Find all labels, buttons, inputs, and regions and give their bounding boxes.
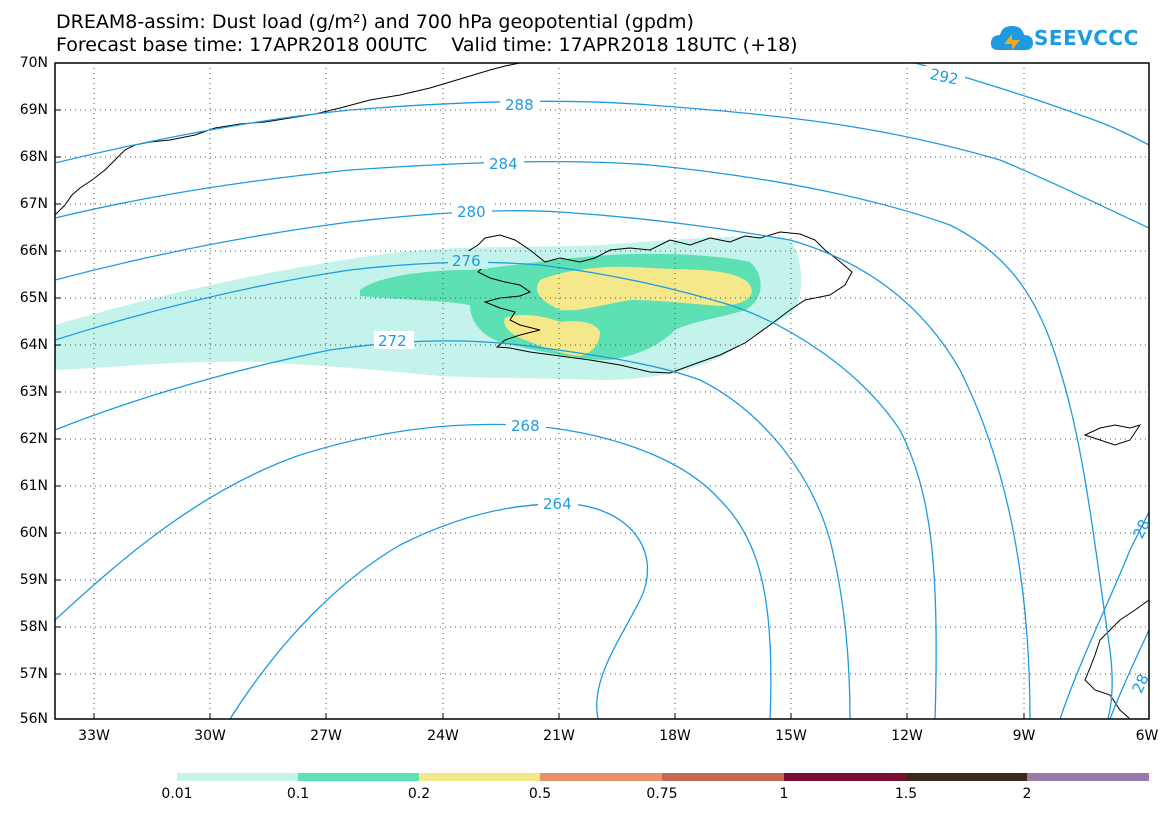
colorbar-segment xyxy=(419,773,540,781)
geopotential-contours xyxy=(55,63,1149,719)
colorbar-segment xyxy=(784,773,906,781)
logo-text: SEEVCCC xyxy=(1034,26,1139,50)
lon-label: 15W xyxy=(775,728,807,744)
lat-label: 68N xyxy=(19,149,48,165)
colorbar-label: 1.5 xyxy=(894,786,918,802)
colorbar-segment xyxy=(1027,773,1149,781)
colorbar-segment xyxy=(662,773,784,781)
contour-272 xyxy=(55,340,851,719)
lon-label: 21W xyxy=(543,728,575,744)
lon-label: 9W xyxy=(1012,728,1036,744)
contour-label-288: 288 xyxy=(505,96,534,114)
colorbar xyxy=(177,773,1149,781)
contour-label-28-a: 28 xyxy=(1129,517,1153,542)
faroe-coastline xyxy=(1083,424,1142,446)
lon-label: 24W xyxy=(427,728,459,744)
lat-label: 70N xyxy=(19,55,48,71)
colorbar-segment xyxy=(177,773,298,781)
seevccc-logo: SEEVCCC xyxy=(990,20,1140,56)
colorbar-segment xyxy=(298,773,419,781)
lon-label: 27W xyxy=(310,728,342,744)
contour-28-b xyxy=(1059,511,1149,719)
contour-label-264: 264 xyxy=(543,495,572,513)
colorbar-segment xyxy=(906,773,1027,781)
colorbar-label: 1 xyxy=(779,786,789,802)
lat-label: 63N xyxy=(19,384,48,400)
contour-28-a xyxy=(1109,629,1149,719)
lat-label: 66N xyxy=(19,243,48,259)
lat-label: 58N xyxy=(19,619,48,635)
map-subtitle: Forecast base time: 17APR2018 00UTC Vali… xyxy=(56,34,798,56)
contour-264 xyxy=(229,503,649,719)
contour-label-272: 272 xyxy=(378,332,407,350)
lat-label: 62N xyxy=(19,431,48,447)
axis-ticks xyxy=(55,62,1025,719)
colorbar-label: 0.1 xyxy=(286,786,310,802)
lat-label: 59N xyxy=(19,572,48,588)
lon-label: 12W xyxy=(891,728,923,744)
map-title: DREAM8-assim: Dust load (g/m²) and 700 h… xyxy=(56,11,694,33)
map-frame xyxy=(54,62,1150,720)
coastlines xyxy=(55,63,1149,719)
lat-label: 65N xyxy=(19,290,48,306)
contour-label-284: 284 xyxy=(489,155,518,173)
colorbar-label: 2 xyxy=(1022,786,1032,802)
lat-label: 61N xyxy=(19,478,48,494)
greenland-coastline xyxy=(55,63,521,216)
dust-field-0.2 xyxy=(536,266,752,311)
lat-label: 69N xyxy=(19,102,48,118)
contour-288 xyxy=(55,100,1149,229)
lat-label: 60N xyxy=(19,525,48,541)
lat-label: 64N xyxy=(19,337,48,353)
lon-label: 18W xyxy=(659,728,691,744)
contour-268 xyxy=(55,423,772,719)
lon-label: 33W xyxy=(78,728,110,744)
lon-label: 6W xyxy=(1135,728,1159,744)
contour-label-268: 268 xyxy=(511,417,540,435)
colorbar-label: 0.01 xyxy=(161,786,193,802)
contour-280 xyxy=(55,210,1031,719)
lat-label: 56N xyxy=(19,711,48,727)
dust-load-fields xyxy=(55,63,1149,719)
contour-label-292: 292 xyxy=(928,65,960,89)
lon-label: 30W xyxy=(194,728,226,744)
contour-label-276: 276 xyxy=(452,252,481,270)
contour-label-280: 280 xyxy=(457,203,486,221)
colorbar-label: 0.2 xyxy=(407,786,431,802)
map-gridlines xyxy=(55,63,1149,719)
colorbar-label: 0.75 xyxy=(646,786,678,802)
colorbar-label: 0.5 xyxy=(528,786,552,802)
contour-284 xyxy=(55,160,1113,719)
dust-field-0.2 xyxy=(504,315,600,356)
lat-label: 67N xyxy=(19,196,48,212)
colorbar-segment xyxy=(540,773,662,781)
cloud-logo-icon xyxy=(990,26,1033,50)
contour-labels: 292 288 284 280 276 272 268 264 28 28 xyxy=(374,65,1154,696)
lat-label: 57N xyxy=(19,666,48,682)
contour-276 xyxy=(55,261,937,719)
